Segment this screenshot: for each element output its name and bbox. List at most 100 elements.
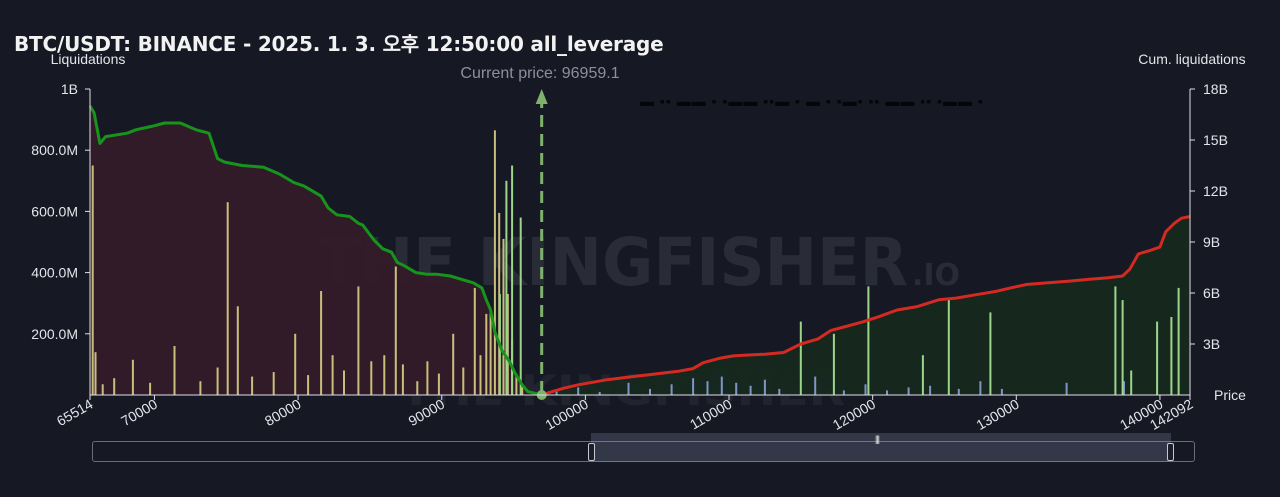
- liquidation-bar: [907, 387, 910, 395]
- liquidation-bar: [479, 355, 482, 395]
- y-tick-label: 1B: [61, 81, 78, 97]
- liquidation-bar: [957, 388, 960, 395]
- liquidation-bar: [867, 286, 870, 395]
- liquidation-bar: [706, 381, 709, 395]
- liquidation-bar: [394, 266, 397, 395]
- liquidation-bar: [886, 390, 888, 395]
- y-axis-title: Liquidations: [51, 51, 126, 67]
- liquidation-bar: [401, 364, 404, 395]
- liquidation-bar: [692, 378, 695, 395]
- liquidation-bar: [577, 387, 580, 395]
- y2-tick-label: 15B: [1203, 132, 1228, 148]
- liquidation-bar: [502, 238, 505, 395]
- liquidation-bar: [113, 378, 116, 395]
- liquidation-bar: [763, 379, 766, 395]
- liquidation-bar: [1065, 382, 1068, 395]
- liquidation-bar: [251, 376, 254, 395]
- liquidation-bar: [778, 388, 781, 395]
- x-tick-label: 80000: [262, 396, 304, 429]
- liquidation-bar: [521, 387, 524, 395]
- liquidation-bar: [473, 287, 476, 395]
- liquidation-bar: [272, 372, 275, 395]
- liquidation-bar: [735, 382, 738, 395]
- liquidation-bar: [199, 381, 202, 395]
- liquidation-bar: [947, 300, 950, 395]
- liquidation-bar: [173, 346, 176, 395]
- liquidation-bar: [426, 361, 429, 395]
- chart-title: BTC/USDT: BINANCE - 2025. 1. 3. 오후 12:50…: [14, 32, 664, 56]
- liquidation-bar: [1114, 286, 1117, 395]
- liquidation-bar: [506, 294, 509, 395]
- liquidation-bar: [511, 165, 514, 395]
- liquidation-bar: [799, 321, 802, 395]
- y2-tick-label: 9B: [1203, 234, 1220, 250]
- liquidation-bar: [989, 312, 992, 395]
- liquidation-bar: [1170, 317, 1173, 395]
- liquidation-bar: [1177, 287, 1180, 395]
- liquidation-bar: [149, 382, 152, 395]
- liquidation-bar: [416, 381, 419, 395]
- range-slider-left-handle[interactable]: [588, 443, 595, 461]
- liquidation-bar: [307, 375, 310, 395]
- obscured-legend: ▬ ▪▪ ▬▬ ▪ ▪▬▬ ▪▪▬ ▪ ▬ ▪ ▪▬▪ ▪▪ ▬▬ ▪▪ ▪▬▬…: [640, 93, 984, 109]
- liquidation-bar: [749, 385, 752, 395]
- cum-short-line: [541, 215, 1191, 397]
- y2-tick-label: 3B: [1203, 336, 1220, 352]
- x-axis-title: Price: [1214, 387, 1246, 403]
- grip-icon[interactable]: |||: [875, 434, 880, 444]
- current-price-arrow: [535, 89, 548, 104]
- short-cum-area: [541, 216, 1190, 395]
- long-cum-area: [90, 106, 542, 395]
- liquidation-bar: [320, 291, 323, 395]
- x-tick-label: 65514: [54, 396, 96, 429]
- y-tick-label: 600.0M: [31, 203, 78, 219]
- liquidation-bar: [383, 355, 386, 395]
- liquidation-bar: [294, 333, 297, 395]
- liquidation-bar: [814, 376, 817, 395]
- liquidation-bar: [343, 370, 345, 395]
- liquidation-bar: [1123, 381, 1125, 395]
- liquidation-bar: [1130, 370, 1133, 395]
- liquidation-bar: [1000, 388, 1003, 395]
- liquidation-bar: [485, 313, 488, 395]
- liquidation-bar: [131, 359, 134, 395]
- liquidation-bar: [236, 306, 239, 395]
- range-slider-window[interactable]: |||: [591, 433, 1171, 462]
- liquidation-bar: [493, 130, 496, 396]
- current-price-label: Current price: 96959.1: [460, 65, 619, 82]
- liquidation-bar: [94, 352, 97, 395]
- liquidation-bar: [627, 382, 630, 395]
- y2-tick-label: 18B: [1203, 81, 1228, 97]
- liquidation-bar: [1156, 321, 1159, 395]
- range-slider-right-handle[interactable]: [1167, 443, 1174, 461]
- liquidation-bar: [555, 390, 558, 395]
- liquidation-bar: [370, 361, 373, 395]
- liquidation-bar: [216, 367, 219, 395]
- y2-axis-title: Cum. liquidations: [1138, 51, 1245, 67]
- liquidation-bar: [720, 376, 723, 395]
- liquidation-bar: [842, 390, 845, 395]
- liquidation-bar: [505, 180, 508, 395]
- liquidation-bar: [452, 333, 455, 395]
- liquidation-bar: [226, 202, 229, 395]
- y-tick-label: 400.0M: [31, 265, 78, 281]
- liquidation-bar: [91, 165, 94, 395]
- liquidation-bar: [598, 391, 601, 395]
- liquidation-bar: [515, 373, 518, 395]
- y2-tick-label: 12B: [1203, 183, 1228, 199]
- y-tick-label: 200.0M: [31, 326, 78, 342]
- y-tick-label: 800.0M: [31, 142, 78, 158]
- liquidation-bar: [357, 286, 360, 395]
- liquidation-bar: [101, 384, 104, 395]
- x-tick-label: 70000: [118, 396, 160, 429]
- liquidation-bar: [864, 384, 867, 395]
- liquidation-bar: [929, 385, 932, 395]
- y2-tick-label: 6B: [1203, 285, 1220, 301]
- liquidation-bar: [979, 381, 982, 395]
- x-tick-label: 130000: [973, 396, 1022, 433]
- cum-long-line: [88, 105, 543, 397]
- liquidation-bar: [832, 333, 835, 395]
- liquidation-bar: [519, 217, 522, 395]
- range-slider-track[interactable]: [92, 441, 1195, 462]
